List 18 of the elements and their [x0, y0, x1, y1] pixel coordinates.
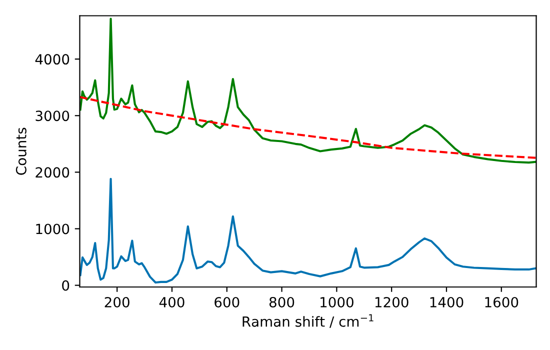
y-tick-label: 2000 — [36, 167, 70, 178]
y-axis-title: Counts — [16, 128, 26, 175]
x-tick-label: 1600 — [485, 296, 518, 308]
x-tick-label: 1000 — [320, 296, 354, 308]
x-tick-label: 1200 — [375, 296, 408, 308]
y-tick-label: 0 — [62, 280, 70, 291]
x-tick-label: 400 — [159, 296, 184, 308]
x-tick-label: 600 — [214, 296, 240, 308]
line-series — [80, 96, 536, 159]
y-tick-label: 1000 — [36, 224, 70, 234]
x-tick-label: 200 — [104, 296, 130, 308]
x-tick-label: 1400 — [430, 296, 464, 308]
line-series — [80, 178, 536, 284]
y-tick-label: 3000 — [36, 110, 70, 122]
x-tick-label: 800 — [269, 296, 294, 308]
x-axis-title: Raman shift / cm$^{−1}$ — [242, 314, 374, 328]
y-tick-label: 4000 — [35, 54, 70, 65]
line-series — [80, 18, 536, 164]
